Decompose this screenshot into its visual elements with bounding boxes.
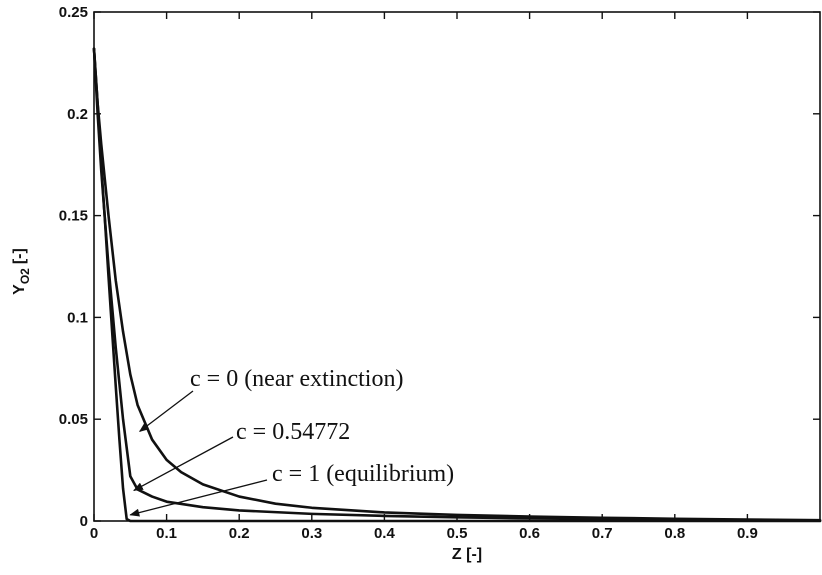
- y-axis-label: YO2 [-]: [11, 248, 32, 295]
- y-tick-label: 0.25: [59, 4, 88, 21]
- x-tick-label: 0.8: [664, 525, 685, 542]
- plot-frame: [93, 11, 821, 522]
- x-tick-label: 0.3: [301, 525, 322, 542]
- annotation-label-1: c = 0.54772: [236, 419, 350, 445]
- y-tick-label: 0.2: [67, 106, 88, 123]
- series-lines: [92, 47, 822, 523]
- y-tick-label: 0.15: [59, 208, 88, 225]
- x-tick-label: 0.6: [519, 525, 540, 542]
- x-tick-label: 0: [90, 525, 98, 542]
- annotation-arrow-2: [129, 479, 268, 517]
- y-tick-label: 0.1: [67, 309, 88, 326]
- x-tick-label: 0.5: [447, 525, 468, 542]
- x-axis-label: Z [-]: [452, 546, 482, 563]
- series-line-0: [92, 47, 822, 522]
- x-tick-label: 0.1: [156, 525, 177, 542]
- plot-area: [93, 11, 821, 522]
- x-tick-label: 0.7: [592, 525, 613, 542]
- series-line-1: [92, 47, 822, 522]
- y-axis: 0 0.05 0.1 0.15 0.2 0.25: [59, 4, 820, 530]
- y-tick-label: 0: [80, 513, 88, 530]
- x-axis: 0 0.1 0.2 0.3 0.4 0.5 0.6 0.7 0.8 0.9: [90, 12, 758, 542]
- annotation-label-0: c = 0 (near extinction): [190, 366, 403, 392]
- y-axis-label-subscript: O2: [18, 268, 32, 284]
- x-tick-label: 0.9: [737, 525, 758, 542]
- x-tick-label: 0.4: [374, 525, 396, 542]
- y-tick-label: 0.05: [59, 411, 88, 428]
- y-axis-label-unit: [-]: [11, 248, 28, 264]
- x-tick-label: 0.2: [229, 525, 250, 542]
- annotation-label-2: c = 1 (equilibrium): [272, 461, 454, 487]
- series-line-2: [92, 47, 822, 523]
- annotation-arrow-1: [133, 436, 234, 492]
- annotation-arrow-0: [138, 390, 194, 433]
- y-axis-label-main: Y: [11, 284, 28, 295]
- annotations: c = 0 (near extinction) c = 0.54772 c = 1 …: [129, 366, 454, 517]
